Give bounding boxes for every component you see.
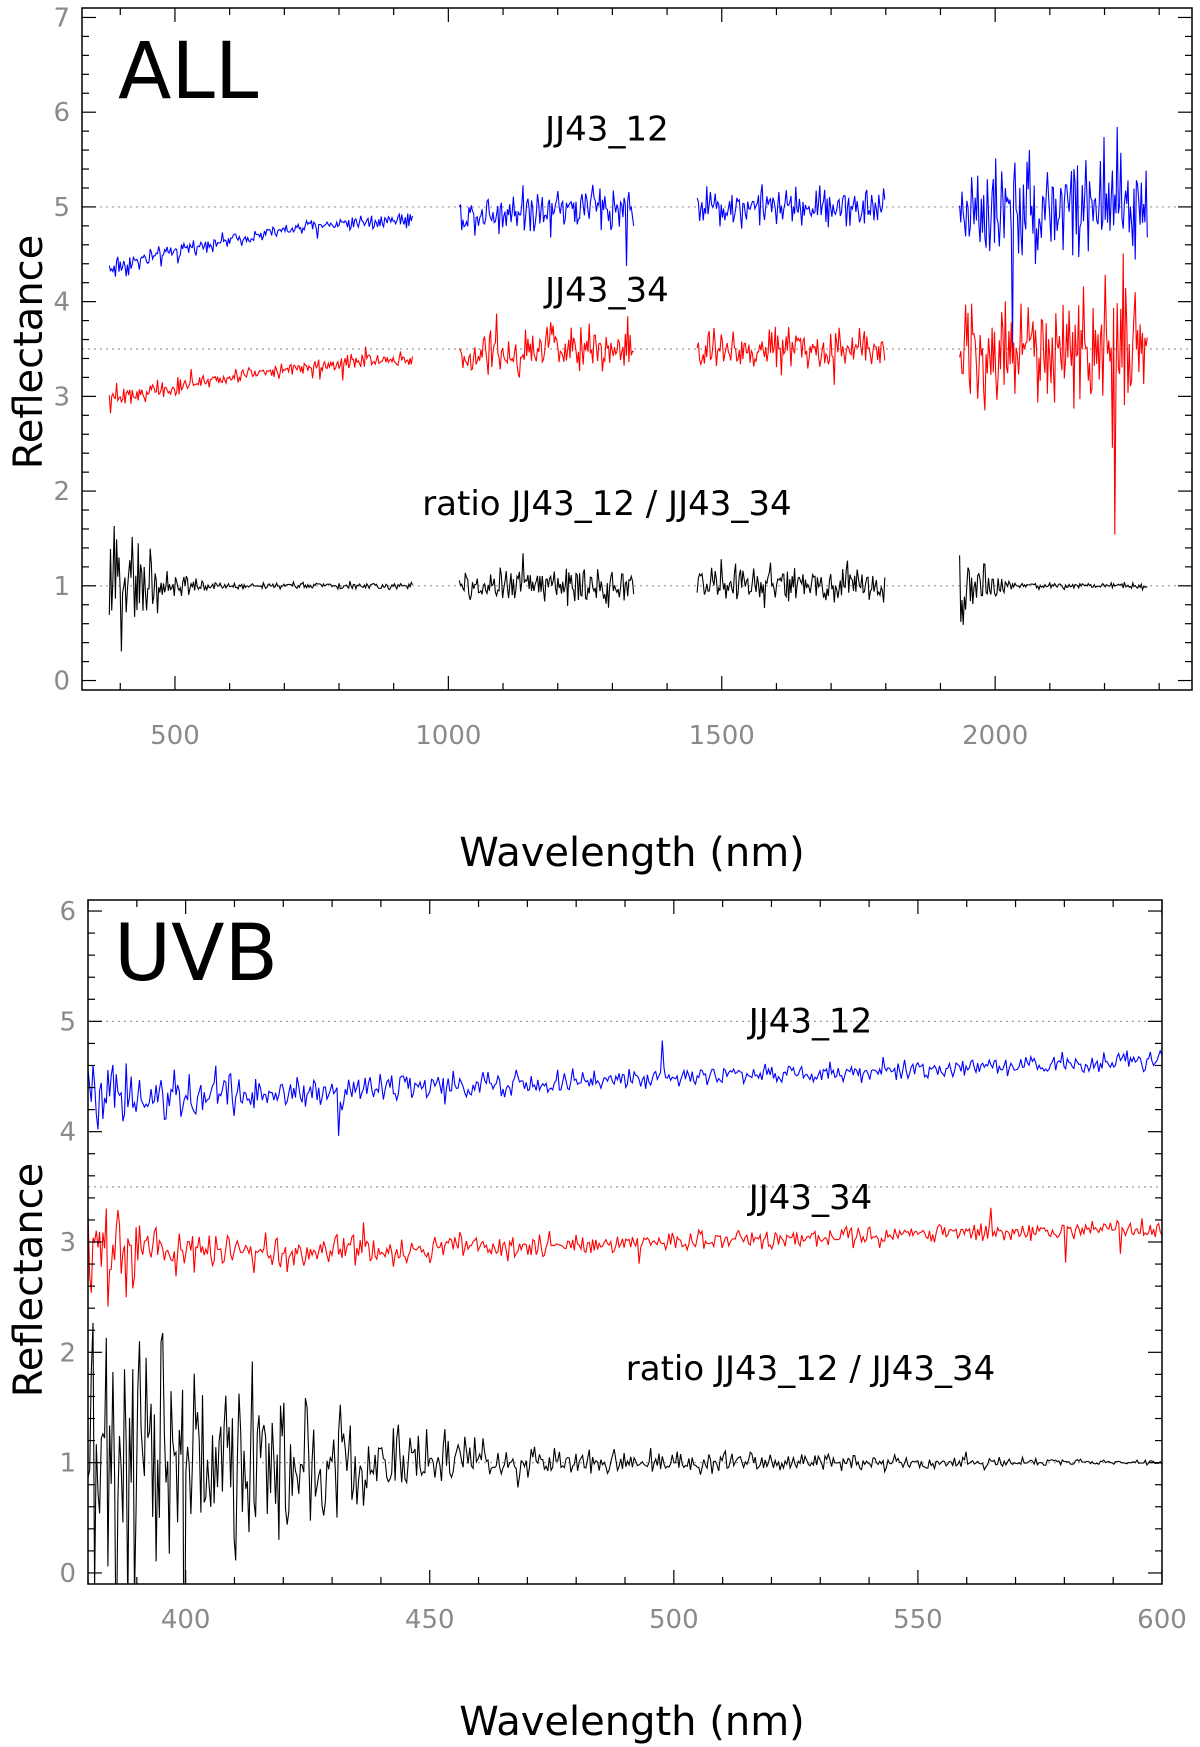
x-axis-title-all: Wavelength (nm) bbox=[459, 830, 805, 876]
panel-label-all: ALL bbox=[118, 27, 259, 117]
x-tick-label-all-0: 500 bbox=[150, 721, 200, 751]
panel-label-uvb: UVB bbox=[114, 909, 278, 999]
y-tick-label-all-3: 3 bbox=[53, 382, 70, 412]
series-line-all-0-seg-3 bbox=[959, 126, 1148, 350]
y-tick-label-uvb-0: 0 bbox=[59, 1559, 76, 1589]
series-line-uvb-2-seg-0 bbox=[88, 1322, 1162, 1584]
chart-all-svg: ALL Wavelength (nm) Reflectance JJ43_12 J… bbox=[6, 3, 1193, 876]
series-line-uvb-0-seg-0 bbox=[88, 1040, 1162, 1136]
y-tick-label-uvb-2: 2 bbox=[59, 1338, 76, 1368]
series-line-all-1-seg-1 bbox=[458, 313, 634, 378]
chart-panel-uvb: UVB Wavelength (nm) Reflectance JJ43_12 J… bbox=[0, 880, 1200, 1747]
series-line-uvb-1-seg-0 bbox=[88, 1207, 1162, 1307]
series-line-all-1-seg-2 bbox=[696, 326, 886, 385]
series-label-all-1: JJ43_34 bbox=[543, 271, 669, 311]
x-tick-label-all-3: 2000 bbox=[962, 721, 1028, 751]
y-tick-label-uvb-5: 5 bbox=[59, 1007, 76, 1037]
x-tick-label-uvb-4: 600 bbox=[1137, 1605, 1187, 1635]
series-label-all-2: ratio JJ43_12 / JJ43_34 bbox=[422, 484, 791, 524]
series-line-all-2-seg-3 bbox=[959, 555, 1148, 625]
y-axis-title-all: Reflectance bbox=[6, 235, 52, 470]
x-tick-label-uvb-0: 400 bbox=[161, 1605, 211, 1635]
y-tick-label-all-1: 1 bbox=[53, 572, 70, 602]
series-line-all-0-seg-0 bbox=[108, 212, 414, 277]
x-tick-label-all-2: 1500 bbox=[689, 721, 755, 751]
y-tick-label-all-7: 7 bbox=[53, 3, 70, 33]
y-tick-label-uvb-1: 1 bbox=[59, 1449, 76, 1479]
series-line-all-0-seg-2 bbox=[696, 184, 886, 229]
x-axis-title-uvb: Wavelength (nm) bbox=[459, 1699, 805, 1745]
series-label-uvb-2: ratio JJ43_12 / JJ43_34 bbox=[626, 1349, 995, 1389]
chart-panel-all: ALL Wavelength (nm) Reflectance JJ43_12 J… bbox=[6, 3, 1193, 876]
series-line-all-2-seg-0 bbox=[108, 525, 413, 652]
series-label-all-0: JJ43_12 bbox=[543, 110, 669, 150]
series-line-all-0-seg-1 bbox=[458, 184, 635, 266]
y-tick-label-all-4: 4 bbox=[53, 288, 70, 318]
plot-frame-all bbox=[81, 7, 1193, 691]
series-line-all-2-seg-1 bbox=[458, 553, 635, 608]
x-tick-label-uvb-2: 500 bbox=[649, 1605, 699, 1635]
y-tick-label-all-0: 0 bbox=[53, 667, 70, 697]
y-tick-label-uvb-6: 6 bbox=[59, 897, 76, 927]
y-tick-label-all-5: 5 bbox=[53, 193, 70, 223]
series-line-all-2-seg-2 bbox=[696, 559, 886, 609]
series-line-all-1-seg-3 bbox=[959, 253, 1148, 535]
x-tick-label-uvb-3: 550 bbox=[893, 1605, 943, 1635]
y-axis-title-uvb: Reflectance bbox=[6, 1163, 52, 1398]
series-label-uvb-0: JJ43_12 bbox=[747, 1001, 873, 1041]
series-line-all-1-seg-0 bbox=[108, 346, 414, 414]
x-tick-label-uvb-1: 450 bbox=[405, 1605, 455, 1635]
y-tick-label-all-6: 6 bbox=[53, 98, 70, 128]
y-tick-label-uvb-4: 4 bbox=[59, 1118, 76, 1148]
chart-uvb-svg: UVB Wavelength (nm) Reflectance JJ43_12 J… bbox=[6, 897, 1187, 1745]
series-label-uvb-1: JJ43_34 bbox=[747, 1178, 873, 1218]
y-tick-label-uvb-3: 3 bbox=[59, 1228, 76, 1258]
y-tick-label-all-2: 2 bbox=[53, 477, 70, 507]
x-tick-label-all-1: 1000 bbox=[415, 721, 481, 751]
